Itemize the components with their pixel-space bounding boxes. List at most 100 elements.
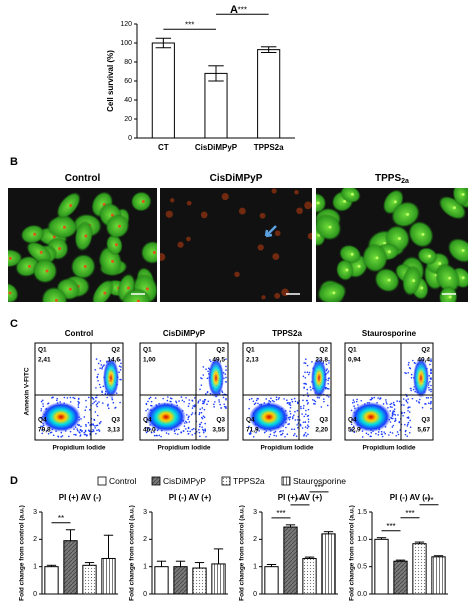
event: [328, 396, 330, 398]
event: [289, 410, 291, 413]
event: [377, 434, 380, 436]
event: [275, 398, 278, 401]
event: [303, 415, 306, 418]
event: [285, 426, 287, 429]
event: [150, 400, 153, 403]
legend-label: Staurosporine: [293, 476, 346, 486]
event: [281, 432, 284, 435]
error-bar: [213, 548, 224, 564]
event: [86, 434, 88, 436]
event: [323, 398, 325, 400]
event: [119, 401, 121, 404]
error-bar: [65, 529, 76, 541]
event: [94, 411, 97, 413]
event: [406, 401, 409, 404]
x-tick-label: CisDiMPyP: [195, 143, 238, 152]
event: [187, 433, 190, 435]
event: [150, 431, 153, 434]
nucleus: [461, 276, 465, 280]
cells: [8, 191, 157, 302]
event: [191, 428, 193, 431]
event: [292, 434, 295, 437]
event: [202, 366, 205, 368]
event: [309, 386, 312, 388]
event: [289, 404, 292, 406]
quadrant-value: 14,6: [107, 357, 120, 364]
event: [77, 406, 80, 409]
event: [355, 400, 358, 403]
quadrant-value: 23,8: [315, 357, 328, 364]
nucleus: [111, 259, 115, 263]
quadrant-name: Q3: [421, 417, 430, 424]
chart-title: PI (-) AV (+): [169, 493, 212, 502]
event: [198, 429, 200, 431]
nucleus: [438, 261, 442, 265]
event: [94, 427, 96, 429]
event: [202, 374, 205, 376]
event: [202, 400, 204, 402]
event: [380, 430, 383, 433]
event: [304, 413, 307, 416]
event: [304, 426, 307, 428]
event: [430, 358, 432, 360]
event: [97, 379, 99, 382]
event: [96, 402, 99, 405]
event: [256, 397, 259, 400]
quadrant-name: Q1: [143, 347, 152, 354]
panel-label: A: [230, 4, 238, 16]
event: [186, 414, 188, 416]
title-subscript: 2a: [401, 178, 409, 185]
event: [286, 433, 289, 436]
event: [106, 396, 108, 399]
bar: [151, 42, 175, 139]
cell: [316, 192, 327, 214]
quadrant-value: 79,8: [38, 427, 51, 434]
nucleus: [177, 241, 184, 248]
significance-label: ***: [276, 509, 285, 518]
event: [391, 432, 394, 434]
event: [223, 405, 226, 408]
density: [413, 358, 429, 398]
event: [187, 418, 189, 421]
event: [76, 428, 79, 430]
nucleus: [397, 237, 401, 241]
event: [302, 399, 304, 402]
y-tick-label: 2: [143, 536, 147, 543]
event: [404, 423, 406, 426]
event: [68, 435, 70, 438]
nucleus: [62, 225, 66, 229]
event: [46, 429, 48, 432]
event: [327, 382, 329, 385]
event: [97, 373, 99, 376]
event: [204, 422, 206, 425]
nucleus: [68, 287, 72, 291]
significance-label: ***: [314, 483, 323, 492]
cell: [8, 249, 23, 268]
event: [379, 398, 381, 400]
cell: [339, 244, 362, 264]
event: [95, 432, 97, 435]
event: [297, 426, 299, 429]
event: [84, 409, 87, 412]
event: [328, 359, 330, 362]
event: [300, 405, 302, 408]
event: [304, 371, 306, 374]
event: [369, 435, 372, 438]
event: [352, 425, 355, 428]
event: [98, 383, 101, 386]
event: [166, 399, 169, 402]
event: [398, 400, 401, 403]
event: [393, 404, 396, 407]
event: [94, 425, 96, 427]
event: [408, 431, 411, 434]
quadrant-value: 40,4: [417, 357, 430, 364]
nucleus: [461, 192, 465, 196]
event: [401, 411, 403, 414]
event: [254, 402, 257, 405]
event: [388, 434, 390, 436]
event: [306, 427, 309, 429]
legend-label: Control: [109, 476, 137, 486]
event: [208, 359, 211, 361]
event: [102, 365, 104, 367]
event: [100, 420, 102, 423]
